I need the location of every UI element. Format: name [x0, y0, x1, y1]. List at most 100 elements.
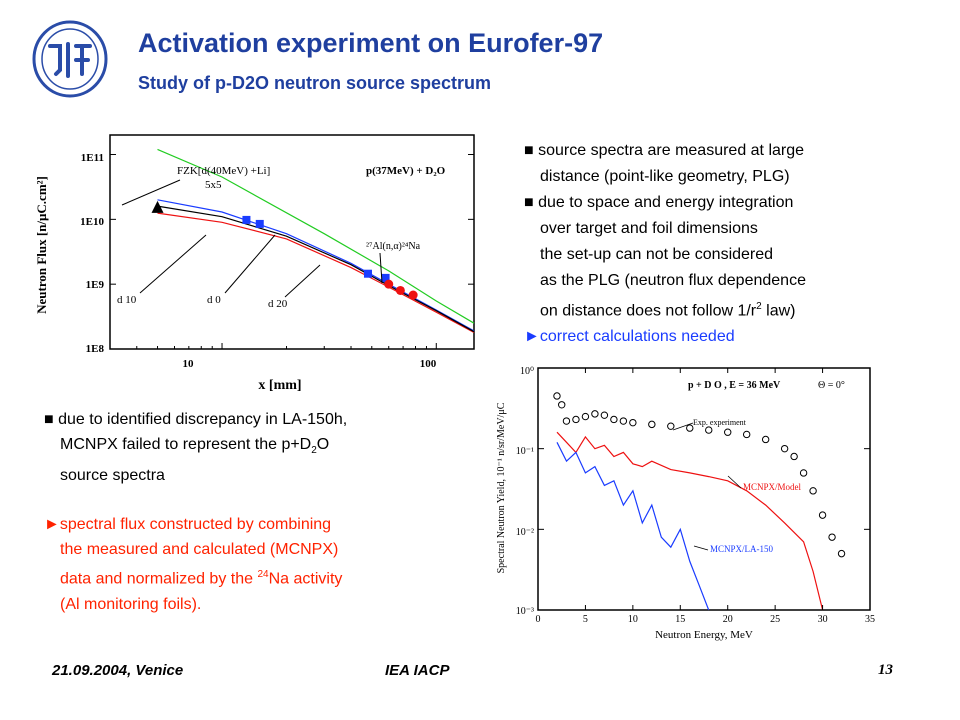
text-part: law): [761, 302, 796, 320]
text-part: data and normalized by the: [60, 570, 258, 588]
bullet-text: over target and foil dimensions: [540, 220, 758, 237]
data-point-exp-experiment: [562, 417, 571, 425]
bullet-text: as the PLG (neutron flux dependence: [540, 272, 806, 289]
data-point-exp-experiment: [790, 452, 798, 461]
bullet-text: the set-up can not be considered: [540, 246, 774, 263]
superscript: 24: [257, 569, 269, 581]
data-point-exp-experiment: [809, 487, 817, 495]
data-point-exp-experiment: [600, 411, 609, 419]
data-point-exp-experiment: [837, 549, 846, 558]
data-point-exp-experiment: [742, 430, 751, 439]
data-point-exp-experiment: [818, 511, 827, 519]
series-line-d-20: [157, 212, 475, 334]
data-point-exp-experiment: [828, 533, 836, 541]
data-point-exp-experiment: [553, 392, 561, 400]
data-point-triangle: [151, 200, 164, 213]
data-point-dot: [408, 290, 418, 300]
arrow-al: [379, 252, 383, 284]
data-point-exp-experiment: [619, 417, 628, 425]
y-axis-label: Spectral Neutron Yield, 10⁻¹ n/sr/MeV/μC: [496, 402, 507, 573]
y-tick-1e-1: 10⁻¹: [516, 446, 534, 457]
text-part: MCNPX failed to represent the p+D: [60, 436, 312, 453]
annotation-la150: MCNPX/LA-150: [710, 544, 774, 554]
plot-frame: [109, 134, 475, 350]
institute-logo: [30, 18, 110, 100]
data-point-exp-experiment: [629, 418, 637, 427]
y-axis-label: Neutron Flux [n/μC.cm²]: [34, 176, 49, 314]
x-tick-label: 20: [723, 614, 733, 625]
annotation-theta: Θ = 0°: [818, 380, 845, 391]
data-point-dot: [395, 285, 405, 295]
footer-event: IEA IACP: [385, 662, 450, 679]
x-axis-label: x [mm]: [258, 378, 301, 393]
conclusion-text: ►spectral flux constructed by combining: [44, 516, 332, 534]
bullet-text: MCNPX failed to represent the p+D2O: [44, 432, 464, 463]
data-point-exp-experiment: [799, 469, 808, 477]
x-tick-label: 15: [675, 614, 685, 625]
annotation-exp: Exp. experiment: [693, 418, 747, 427]
y-tick-1e8: 1E8: [86, 343, 105, 355]
data-point-exp-experiment: [705, 426, 713, 434]
conclusion-text: (Al monitoring foils).: [60, 595, 202, 613]
data-point-exp-experiment: [648, 420, 656, 429]
data-point-square: [381, 273, 390, 282]
data-point-exp-experiment: [667, 422, 675, 430]
data-point-dot: [384, 279, 394, 289]
data-point-square: [255, 219, 264, 228]
data-point-exp-experiment: [558, 401, 566, 409]
arrow-fzk: [121, 179, 181, 206]
annotation-d0: d 0: [207, 294, 221, 306]
annotation-d20: d 20: [268, 298, 288, 310]
neutron-flux-chart: 1E11 1E10 1E9 1E8 10 100 x [mm] Neutron …: [30, 125, 480, 402]
data-point-square: [363, 269, 372, 278]
bullet-text: on distance does not follow 1/r2 law): [524, 294, 944, 324]
annotation-reaction: p(37MeV) + D₂O: [366, 165, 446, 177]
x-tick-10: 10: [183, 358, 195, 370]
annotation-fzk-size: 5x5: [205, 179, 222, 191]
series-line-d-10: [157, 205, 475, 333]
x-tick-label: 5: [583, 614, 588, 625]
arrow-exp: [672, 422, 694, 431]
annotation-d10: d 10: [117, 294, 137, 306]
spectral-yield-chart: 10⁰ 10⁻¹ 10⁻² 10⁻³ 0 5 10 15 20 25 30 35 Neutro…: [488, 358, 888, 653]
plot-frame: [537, 367, 871, 611]
data-point-square: [242, 215, 251, 224]
arrow-la150: [693, 545, 709, 551]
series-line-fzk-d-40mev-li-: [157, 148, 475, 324]
y-tick-1e9: 1E9: [86, 279, 105, 291]
footer-date: 21.09.2004, Venice: [52, 662, 184, 679]
y-tick-1e10: 1E10: [80, 216, 104, 228]
x-tick-label: 35: [865, 614, 875, 625]
x-tick-label: 0: [536, 614, 541, 625]
x-axis-label: Neutron Energy, MeV: [655, 629, 753, 641]
text-part: O: [316, 436, 330, 453]
series-line-d-0: [157, 199, 475, 332]
data-point-exp-experiment: [686, 424, 694, 432]
x-tick-label: 30: [818, 614, 828, 625]
page-subtitle: Study of p-D2O neutron source spectrum: [138, 73, 492, 93]
annotation-fzk: FZK[d(40MeV) +Li]: [177, 165, 270, 177]
y-tick-1e-3: 10⁻³: [516, 606, 534, 617]
page-title: Activation experiment on Eurofer-97: [138, 28, 604, 58]
arrow-d20: [284, 264, 321, 298]
data-point-exp-experiment: [581, 412, 590, 421]
y-tick-1e0: 10⁰: [520, 366, 534, 377]
data-point-exp-experiment: [591, 410, 599, 418]
y-tick-1e11: 1E11: [81, 152, 104, 164]
conclusion-text: data and normalized by the 24Na activity: [44, 562, 464, 591]
bullet-text: distance (point-like geometry, PLG): [540, 168, 790, 185]
y-tick-1e-2: 10⁻²: [516, 527, 534, 538]
x-tick-label: 25: [770, 614, 780, 625]
bullet-text: source spectra: [60, 467, 165, 485]
annotation-reaction: p + D O , E = 36 MeV: [688, 380, 781, 391]
conclusion-text: ►correct calculations needed: [524, 328, 735, 346]
text-part: on distance does not follow 1/r: [540, 302, 757, 320]
arrow-d10: [139, 234, 207, 294]
series-line-mcnpx-model: [556, 431, 824, 611]
bullet-text: ■ due to identified discrepancy in LA-15…: [44, 411, 348, 428]
arrow-model: [727, 475, 742, 489]
x-tick-100: 100: [420, 358, 437, 370]
data-point-exp-experiment: [724, 428, 732, 436]
data-point-exp-experiment: [780, 444, 789, 453]
series-line-mcnpx-la-150: [556, 442, 710, 611]
